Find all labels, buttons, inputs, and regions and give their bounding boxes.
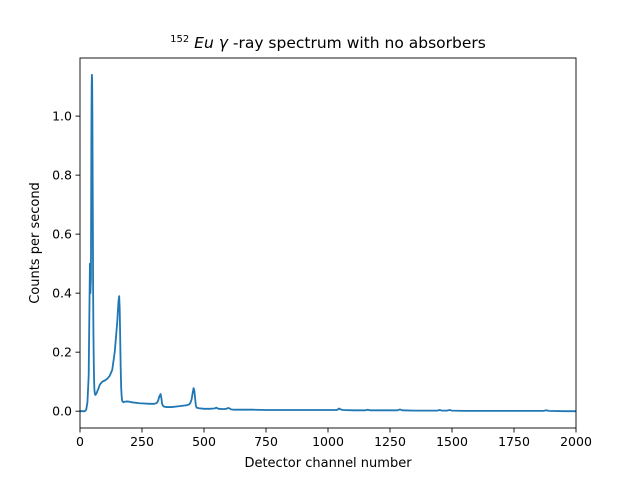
x-axis-ticks: 0 250 500 750 1000 1250 1500 1750 2000 — [76, 428, 592, 449]
y-axis-label: Counts per second — [28, 182, 43, 304]
title-gamma: γ — [219, 34, 229, 52]
x-tick-label: 1500 — [436, 434, 468, 449]
y-tick-label: 0.0 — [52, 404, 72, 419]
series-line — [80, 73, 576, 413]
title-superscript: 152 — [170, 34, 189, 45]
x-tick-label: 750 — [254, 434, 278, 449]
x-tick-label: 1750 — [498, 434, 530, 449]
y-tick-label: 0.8 — [52, 168, 72, 183]
chart-title: 152 Eu γ -ray spectrum with no absorbers — [170, 28, 486, 52]
y-tick-label: 0.4 — [52, 286, 72, 301]
x-tick-label: 1250 — [374, 434, 406, 449]
y-axis-ticks: 0.0 0.2 0.4 0.6 0.8 1.0 — [52, 109, 80, 419]
x-tick-label: 1000 — [312, 434, 344, 449]
x-tick-label: 250 — [130, 434, 154, 449]
y-tick-label: 1.0 — [52, 109, 72, 124]
title-element: Eu — [194, 34, 214, 52]
plot-area — [80, 73, 576, 413]
x-tick-label: 0 — [76, 434, 84, 449]
x-tick-label: 500 — [192, 434, 216, 449]
x-axis-label: Detector channel number — [244, 456, 412, 471]
x-tick-label: 2000 — [560, 434, 592, 449]
y-tick-label: 0.6 — [52, 227, 72, 242]
title-rest: -ray spectrum with no absorbers — [233, 34, 486, 52]
y-tick-label: 0.2 — [52, 345, 72, 360]
